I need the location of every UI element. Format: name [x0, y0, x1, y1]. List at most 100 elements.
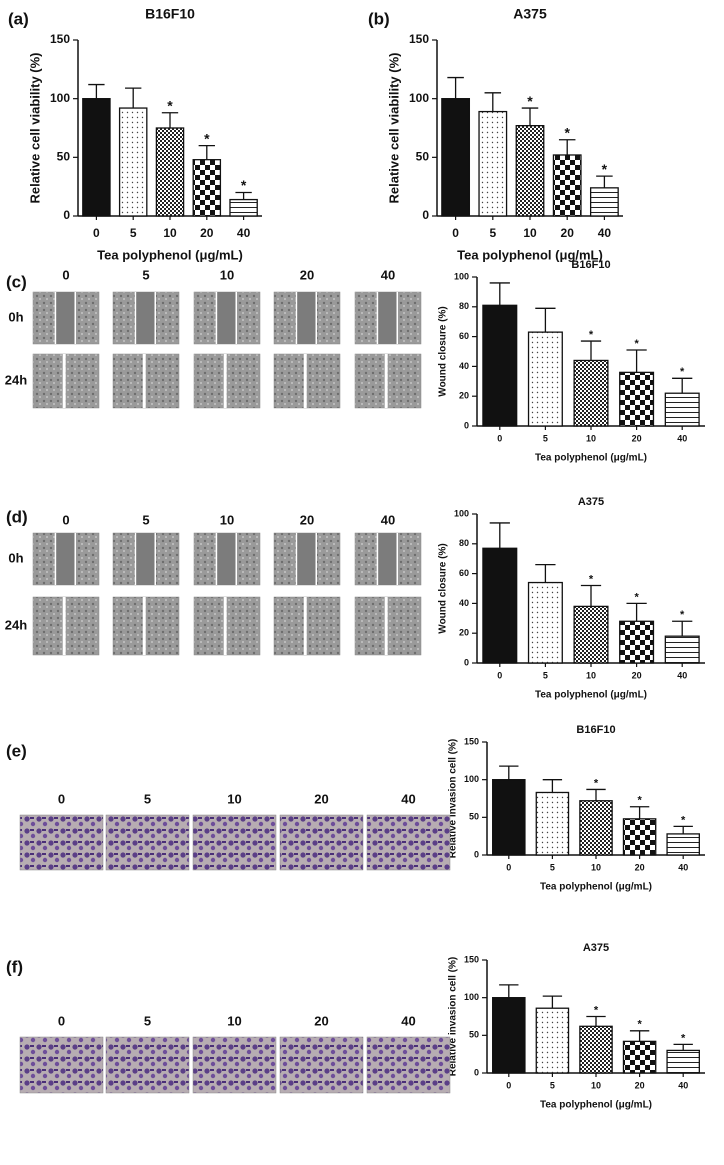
y-tick-label: 100 [409, 91, 429, 105]
significance-marker: * [167, 97, 173, 113]
chart-title: A375 [513, 6, 547, 22]
x-tick-label: 20 [635, 862, 645, 872]
column-label: 10 [227, 791, 241, 806]
x-tick-label: 0 [452, 226, 459, 240]
bar [535, 791, 570, 856]
bar [482, 547, 518, 664]
column-label: 10 [227, 1013, 241, 1028]
y-tick-label: 0 [464, 657, 469, 667]
x-axis-title: Tea polyphenol (μg/mL) [535, 453, 647, 464]
y-tick-label: 80 [459, 538, 469, 548]
x-tick-label: 0 [497, 670, 502, 680]
bar [155, 127, 185, 217]
bar [666, 1049, 700, 1074]
y-tick-label: 50 [57, 150, 71, 164]
bar [619, 371, 655, 427]
column-label: 5 [144, 791, 151, 806]
significance-marker: * [680, 609, 685, 621]
y-tick-label: 100 [454, 271, 469, 281]
panel-label: (e) [6, 741, 27, 760]
bar [229, 198, 258, 217]
micrograph [19, 814, 104, 871]
y-tick-label: 0 [464, 420, 469, 430]
panel-label: (a) [8, 9, 29, 28]
wound-gap [62, 597, 66, 655]
significance-marker: * [594, 1004, 599, 1016]
y-tick-label: 20 [459, 628, 469, 638]
bar [579, 800, 613, 856]
micrograph [279, 1036, 364, 1094]
x-tick-label: 20 [200, 226, 214, 240]
chart-title: A375 [583, 942, 609, 954]
x-tick-label: 20 [632, 433, 642, 443]
micrograph [354, 596, 422, 656]
wound-gap [135, 292, 156, 344]
wound-gap [377, 292, 398, 344]
bar [441, 98, 471, 217]
row-label: 24h [5, 372, 27, 387]
y-tick-label: 0 [63, 208, 70, 222]
wound-gap [55, 533, 76, 585]
bar [579, 1025, 613, 1074]
wound-gap [377, 533, 398, 585]
panel-label: (b) [368, 9, 390, 28]
column-label: 5 [142, 267, 149, 282]
micrograph [32, 353, 100, 409]
x-tick-label: 5 [550, 862, 555, 872]
column-label: 5 [142, 512, 149, 527]
x-tick-label: 40 [598, 226, 612, 240]
micrograph [366, 814, 451, 871]
wound-gap [296, 292, 317, 344]
bar [589, 187, 619, 217]
x-tick-label: 0 [506, 862, 511, 872]
x-tick-label: 40 [237, 226, 251, 240]
y-axis-title: Relative invasion cell (%) [448, 739, 459, 859]
wound-gap [296, 533, 317, 585]
y-tick-label: 60 [459, 331, 469, 341]
x-tick-label: 40 [678, 862, 688, 872]
column-label: 20 [300, 267, 314, 282]
micrograph [273, 353, 341, 409]
panel-label: (c) [6, 272, 27, 291]
bar [118, 107, 148, 217]
bar [192, 159, 222, 217]
row-label: 0h [8, 309, 23, 324]
column-label: 0 [62, 267, 69, 282]
column-label: 20 [300, 512, 314, 527]
y-tick-label: 150 [50, 32, 70, 46]
wound-gap [384, 354, 388, 408]
x-tick-label: 10 [591, 862, 601, 872]
x-tick-label: 0 [506, 1080, 511, 1090]
y-axis-title: Wound closure (%) [438, 543, 449, 633]
column-label: 10 [220, 512, 234, 527]
wound-gap [142, 354, 146, 408]
y-tick-label: 20 [459, 391, 469, 401]
y-tick-label: 100 [464, 774, 479, 784]
x-axis-title: Tea polyphenol (μg/mL) [540, 882, 652, 893]
column-label: 5 [144, 1013, 151, 1028]
micrograph [279, 814, 364, 871]
x-tick-label: 0 [497, 433, 502, 443]
y-tick-label: 60 [459, 568, 469, 578]
micrograph [192, 814, 277, 871]
column-label: 40 [401, 1013, 415, 1028]
significance-marker: * [637, 795, 642, 807]
bar [492, 997, 526, 1074]
x-tick-label: 0 [93, 226, 100, 240]
row-label: 0h [8, 550, 23, 565]
y-tick-label: 80 [459, 301, 469, 311]
bar [622, 1040, 657, 1074]
column-label: 10 [220, 267, 234, 282]
significance-marker: * [634, 338, 639, 350]
significance-marker: * [680, 366, 685, 378]
x-tick-label: 5 [489, 226, 496, 240]
chart-title: B16F10 [145, 6, 195, 22]
chart-title: A375 [578, 496, 604, 508]
y-axis-title: Relative cell viability (%) [27, 52, 42, 203]
micrograph [193, 353, 261, 409]
y-axis-title: Relative invasion cell (%) [448, 957, 459, 1077]
x-tick-label: 10 [586, 670, 596, 680]
y-tick-label: 50 [469, 1030, 479, 1040]
panel-label: (f) [6, 957, 23, 976]
bar [573, 605, 609, 664]
